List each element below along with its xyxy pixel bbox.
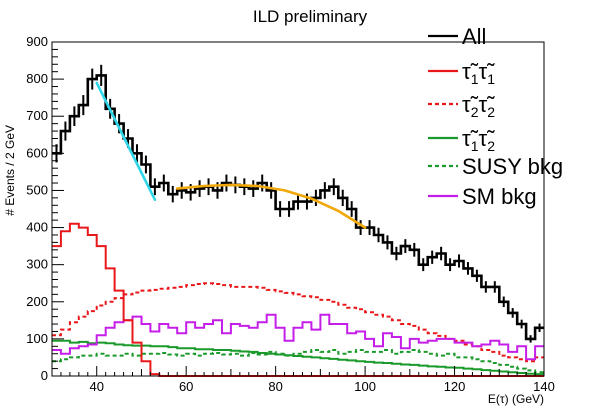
fit-curve-0 <box>95 81 157 201</box>
y-tick-label: 500 <box>26 182 48 197</box>
y-tick-label: 0 <box>41 368 48 383</box>
x-tick-label: 80 <box>268 379 282 394</box>
series-5-line <box>52 313 544 361</box>
y-tick-label: 100 <box>26 331 48 346</box>
plot-frame <box>51 41 545 377</box>
plot-area <box>52 64 544 377</box>
legend-label-1: τ̃1τ̃1 <box>462 59 495 87</box>
legend-label-5: SM bkg <box>462 184 537 209</box>
y-tick-label: 900 <box>26 34 48 49</box>
series-3-line <box>52 339 544 376</box>
chart-title: ILD preliminary <box>253 7 368 26</box>
y-tick-label: 300 <box>26 257 48 272</box>
legend-label-0: All <box>462 24 486 49</box>
series-2-line <box>52 282 544 363</box>
x-tick-label: 60 <box>179 379 193 394</box>
legend-label-3: τ̃1τ̃2 <box>462 126 495 154</box>
y-tick-label: 800 <box>26 71 48 86</box>
x-tick-label: 120 <box>444 379 466 394</box>
y-tick-label: 400 <box>26 220 48 235</box>
legend-label-2: τ̃2τ̃2 <box>462 92 495 120</box>
x-axis-title: E(τ) (GeV) <box>488 392 544 406</box>
y-tick-label: 600 <box>26 145 48 160</box>
x-tick-label: 140 <box>533 379 555 394</box>
y-axis-title: # Events / 2 GeV <box>3 125 17 216</box>
fit-curve-1 <box>175 183 367 229</box>
y-tick-label: 200 <box>26 294 48 309</box>
legend-label-4: SUSY bkg <box>462 154 563 179</box>
x-tick-label: 100 <box>354 379 376 394</box>
x-tick-label: 40 <box>89 379 103 394</box>
y-tick-label: 700 <box>26 108 48 123</box>
axes: 0 100 200 300 400 500 600 700 800 900 40 60 80 100 120… <box>26 34 555 394</box>
